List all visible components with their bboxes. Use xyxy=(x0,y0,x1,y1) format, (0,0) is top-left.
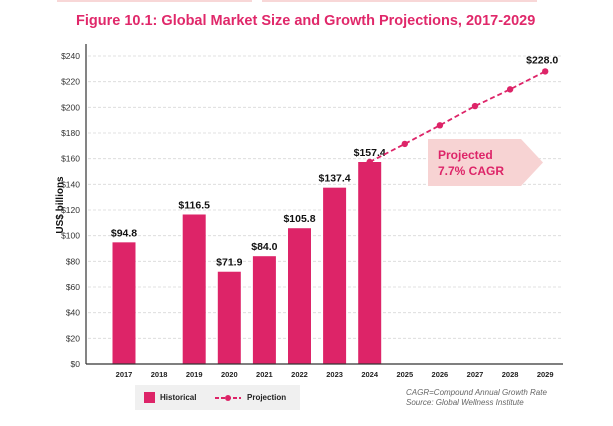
note-source: Source: Global Wellness Institute xyxy=(406,398,524,407)
bar-label-2017: $94.8 xyxy=(111,227,137,239)
x-tick-label: 2029 xyxy=(537,370,554,379)
x-tick-label: 2020 xyxy=(221,370,238,379)
y-tick-label: $240 xyxy=(61,51,80,61)
x-tick-label: 2027 xyxy=(467,370,484,379)
projection-point-2026 xyxy=(436,122,444,129)
callout-line-1: Projected xyxy=(438,148,493,162)
bar-label-2021: $84.0 xyxy=(251,241,277,253)
y-axis-label: US$ billions xyxy=(55,176,66,234)
projection-line xyxy=(369,70,546,163)
y-tick-label: $200 xyxy=(61,102,80,112)
y-tick-label: $220 xyxy=(61,77,80,87)
chart-notes: CAGR=Compound Annual Growth Rate Source:… xyxy=(406,388,547,408)
y-tick-label: $20 xyxy=(66,333,80,343)
top-bar-right xyxy=(262,0,537,2)
bar-2023 xyxy=(323,187,347,364)
x-tick-label: 2022 xyxy=(291,370,308,379)
legend: Historical Projection xyxy=(135,385,300,410)
note-cagr: CAGR=Compound Annual Growth Rate xyxy=(406,388,547,397)
x-tick-label: 2021 xyxy=(256,370,273,379)
bar-2017 xyxy=(112,242,136,364)
chart-title: Figure 10.1: Global Market Size and Grow… xyxy=(76,13,536,29)
cagr-callout xyxy=(428,139,543,186)
bar-2024 xyxy=(358,162,382,364)
projection-end-label: $228.0 xyxy=(526,54,558,66)
bar-label-2022: $105.8 xyxy=(283,213,315,225)
projection-point-2028 xyxy=(506,86,514,93)
legend-projection-icon xyxy=(215,395,241,401)
y-tick-label: $80 xyxy=(66,256,80,266)
x-tick-label: 2017 xyxy=(116,370,133,379)
top-bar-left xyxy=(57,0,252,2)
callout-line-2: 7.7% CAGR xyxy=(438,164,504,178)
y-tick-label: $60 xyxy=(66,282,80,292)
x-tick-label: 2026 xyxy=(432,370,449,379)
bar-label-2019: $116.5 xyxy=(178,199,210,211)
projection-point-2027 xyxy=(471,102,479,110)
x-tick-label: 2025 xyxy=(396,370,413,379)
y-tick-label: $160 xyxy=(61,154,80,164)
legend-historical-swatch xyxy=(144,392,155,403)
projection-point-2029 xyxy=(542,68,549,75)
bar-2021 xyxy=(252,256,276,364)
bar-2022 xyxy=(288,228,311,364)
x-tick-label: 2023 xyxy=(326,370,343,379)
bar-2019 xyxy=(182,214,206,364)
y-tick-label: $0 xyxy=(71,359,81,369)
x-tick-label: 2024 xyxy=(361,370,379,379)
projection-point-2024 xyxy=(366,158,373,166)
y-tick-label: $140 xyxy=(61,179,80,189)
legend-projection-label: Projection xyxy=(247,393,287,402)
x-tick-label: 2018 xyxy=(151,370,168,379)
bar-2020 xyxy=(217,271,241,364)
bar-label-2024: $157.4 xyxy=(354,147,386,159)
y-tick-label: $100 xyxy=(61,231,80,241)
y-tick-label: $120 xyxy=(61,205,80,215)
y-tick-label: $40 xyxy=(66,308,80,318)
bar-label-2023: $137.4 xyxy=(319,173,351,185)
legend-historical-label: Historical xyxy=(160,393,197,402)
projection-point-2025 xyxy=(401,140,408,148)
bar-label-2020: $71.9 xyxy=(216,257,242,269)
x-tick-label: 2019 xyxy=(186,370,203,379)
x-tick-label: 2028 xyxy=(502,370,519,379)
y-tick-label: $180 xyxy=(61,128,80,138)
